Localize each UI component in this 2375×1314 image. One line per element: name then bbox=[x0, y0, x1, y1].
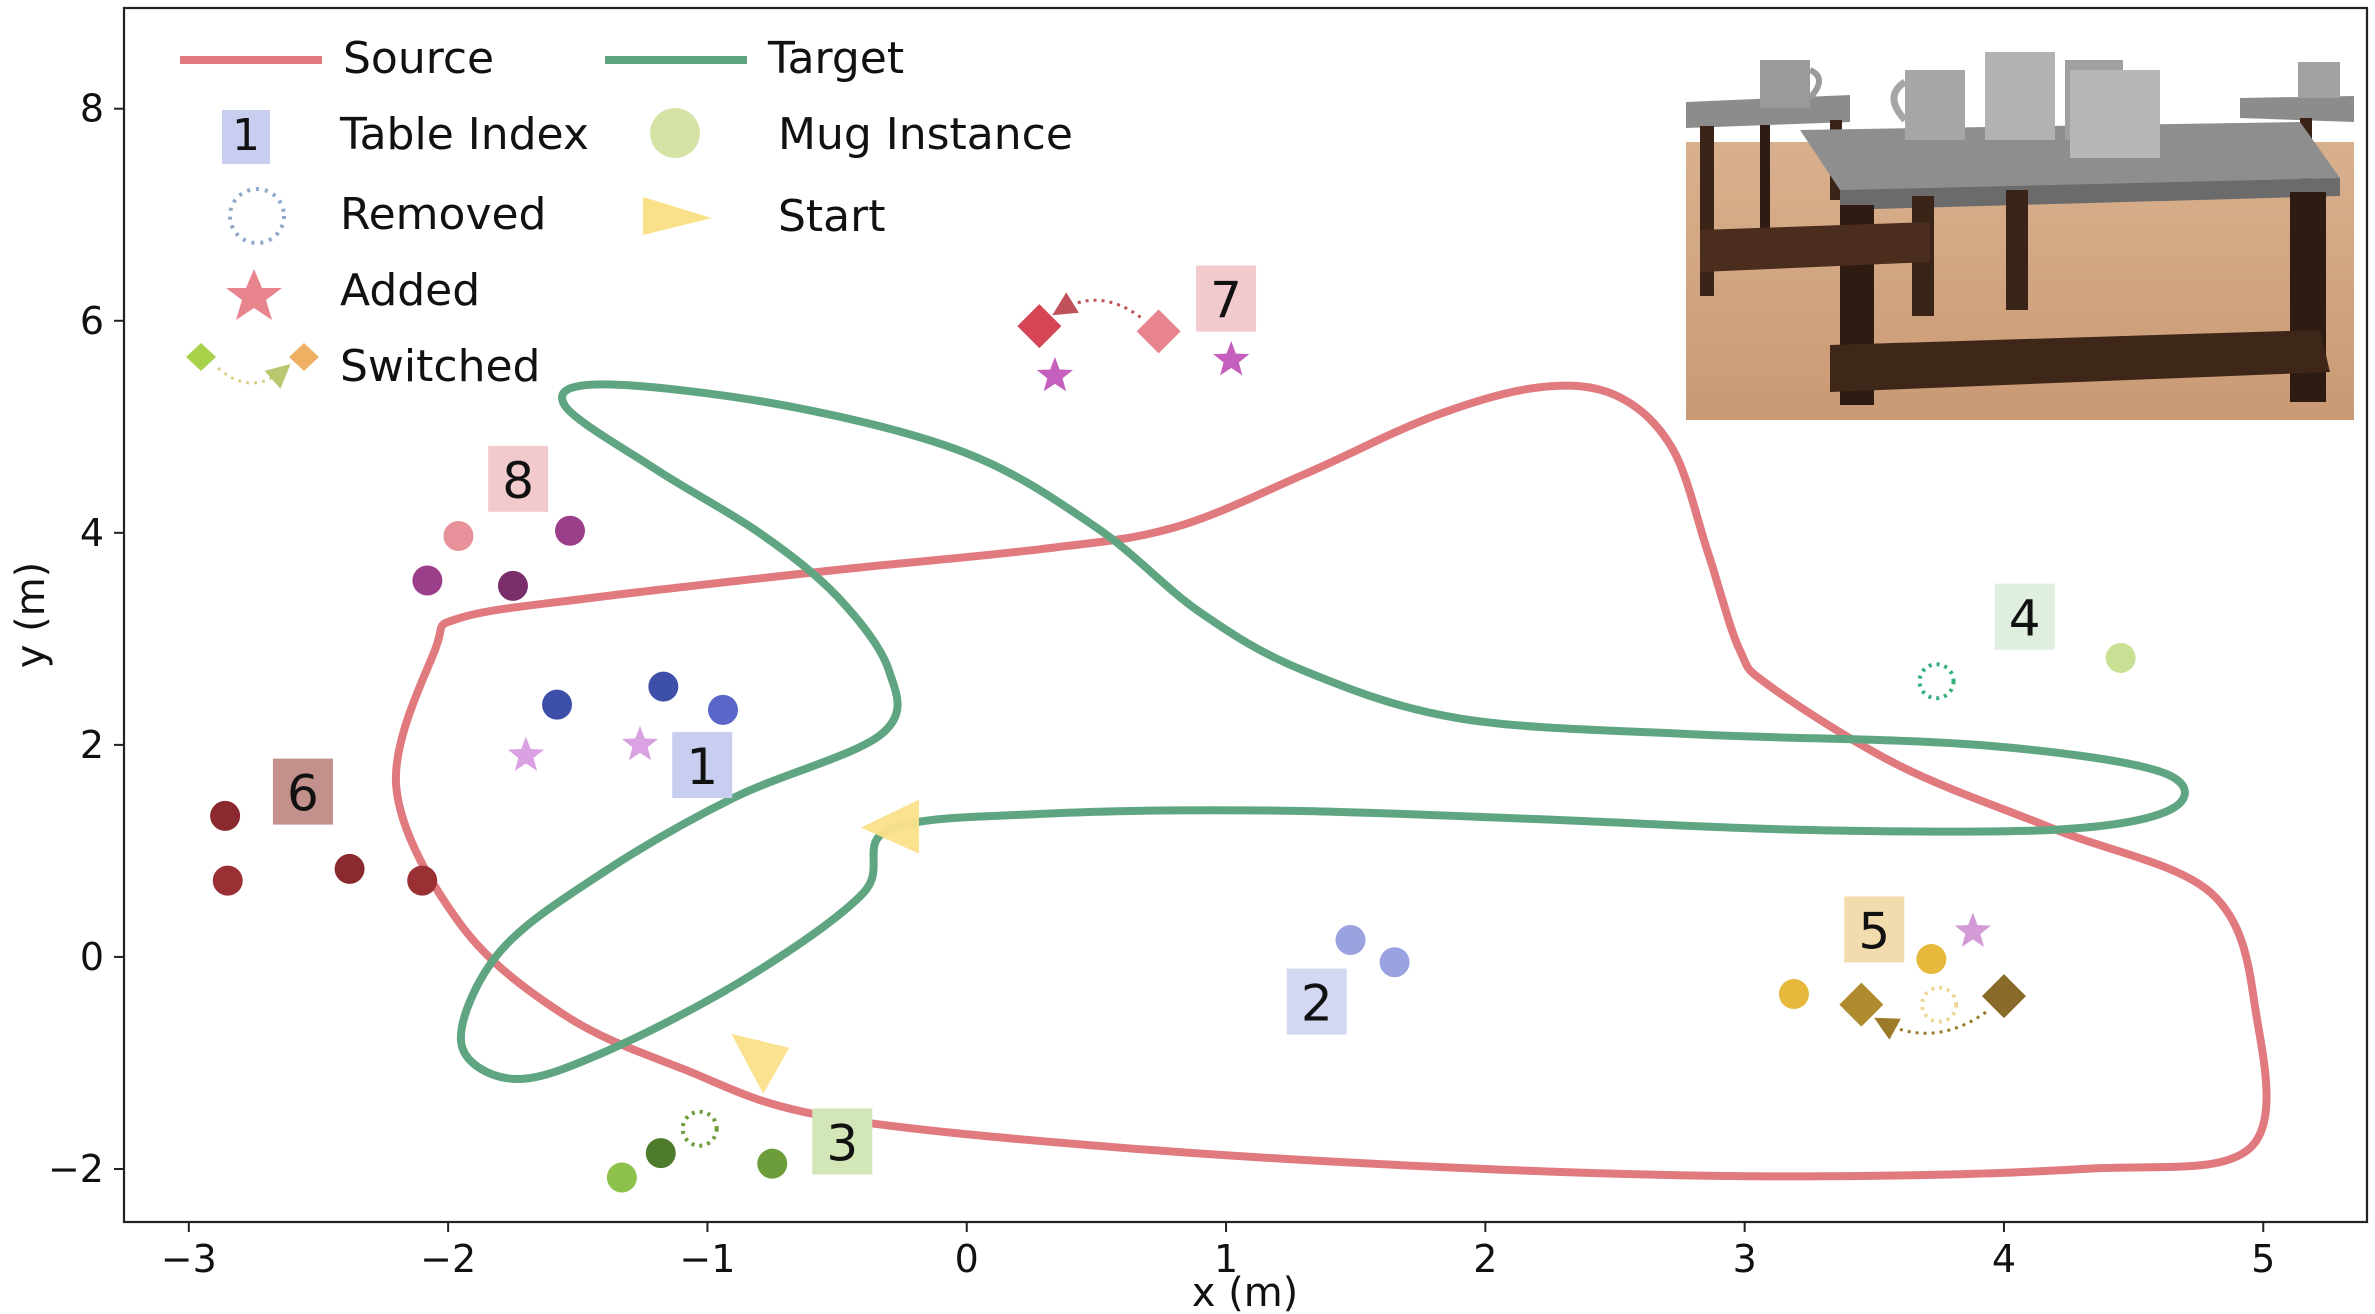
y-tick-label: 4 bbox=[80, 511, 104, 555]
start-marker-source bbox=[731, 1033, 790, 1094]
table-7-added-star bbox=[1036, 356, 1073, 392]
x-tick-label: −1 bbox=[679, 1237, 735, 1281]
table-2-index-box bbox=[1286, 968, 1347, 1035]
table-6-index-box bbox=[272, 758, 333, 825]
table-1-added-star bbox=[621, 725, 659, 761]
table-4-removed-marker bbox=[1917, 662, 1956, 701]
legend-source-label: Source bbox=[343, 33, 494, 84]
legend-mug-instance-marker bbox=[650, 108, 700, 158]
source-trajectory bbox=[391, 381, 2271, 1181]
trajectories bbox=[391, 380, 2271, 1181]
legend-switched-diamond-b bbox=[289, 343, 319, 371]
y-axis-label: y (m) bbox=[8, 562, 54, 669]
table-3-mug bbox=[606, 1162, 637, 1193]
x-tick-label: 5 bbox=[2251, 1237, 2275, 1281]
table-6-mug bbox=[334, 853, 365, 884]
table-6-index-label: 6 bbox=[287, 765, 319, 823]
table-5-index-label: 5 bbox=[1858, 902, 1890, 960]
table-5-added-star bbox=[1954, 912, 1991, 947]
y-tick-label: 0 bbox=[80, 935, 104, 979]
y-tick-label: 6 bbox=[80, 299, 104, 343]
table-2-mug bbox=[1335, 924, 1366, 955]
table-1-mug bbox=[707, 694, 738, 725]
table-7-switched-diamond bbox=[1017, 304, 1062, 349]
table-6-mug bbox=[407, 865, 438, 896]
legend-added-marker bbox=[226, 269, 282, 320]
table-3-mug bbox=[645, 1138, 676, 1169]
table-1-index-label: 1 bbox=[686, 738, 718, 796]
legend-start-marker bbox=[643, 197, 712, 235]
table-8-mug bbox=[443, 521, 474, 552]
tables: 1 2 3 4 5 6 7 8 bbox=[210, 265, 2136, 1193]
table-8-mug bbox=[497, 570, 528, 601]
table-5-mug bbox=[1778, 979, 1809, 1010]
table-7-index-label: 7 bbox=[1210, 272, 1242, 330]
start-marker-target bbox=[860, 799, 919, 854]
table-1-index-box bbox=[672, 732, 733, 799]
y-tick-label: 2 bbox=[80, 723, 104, 767]
legend-table-index-swatch bbox=[222, 110, 270, 164]
table-7-switched-diamond bbox=[1136, 309, 1181, 354]
table-3-mug bbox=[757, 1148, 788, 1179]
legend-start-label: Start bbox=[778, 191, 886, 242]
x-axis-label: x (m) bbox=[1192, 1270, 1299, 1314]
table-1-mug bbox=[542, 689, 573, 720]
table-8-index-box bbox=[488, 445, 549, 512]
table-8-mug bbox=[555, 515, 586, 546]
legend-target-label: Target bbox=[767, 33, 904, 84]
legend-switched-label: Switched bbox=[340, 341, 540, 392]
table-4-mug bbox=[2105, 642, 2136, 673]
legend-switched-diamond-a bbox=[186, 343, 216, 371]
legend-table-index-number: 1 bbox=[232, 110, 260, 161]
table-6-mug bbox=[210, 800, 241, 831]
x-tick-label: 1 bbox=[1214, 1237, 1238, 1281]
table-5-switched-diamond bbox=[1839, 982, 1884, 1027]
legend-removed-label: Removed bbox=[340, 189, 547, 240]
axes: −3 −2 −1 0 1 2 3 4 5 −2 0 2 4 6 8 bbox=[48, 87, 2275, 1281]
table-5-removed-marker bbox=[1920, 985, 1959, 1024]
legend: Source Target 1 Table Index Mug Instance… bbox=[180, 33, 1073, 392]
inset-image bbox=[1686, 22, 2354, 420]
table-4-index-box bbox=[1994, 583, 2055, 650]
target-trajectory bbox=[456, 380, 2189, 1084]
legend-removed-marker bbox=[228, 187, 286, 245]
x-tick-label: 4 bbox=[1992, 1237, 2016, 1281]
table-2-mug bbox=[1379, 947, 1410, 978]
y-tick-label: 8 bbox=[80, 87, 104, 131]
x-tick-label: 3 bbox=[1733, 1237, 1757, 1281]
start-markers bbox=[731, 799, 919, 1094]
table-8-mug bbox=[412, 565, 443, 596]
table-7-switch-arrow bbox=[1052, 292, 1142, 319]
table-5-index-box bbox=[1844, 896, 1905, 963]
x-tick-label: −2 bbox=[420, 1237, 476, 1281]
table-3-index-label: 3 bbox=[826, 1114, 858, 1172]
legend-switched-arrow bbox=[217, 364, 291, 389]
table-6-mug bbox=[212, 865, 243, 896]
x-tick-label: 2 bbox=[1473, 1237, 1497, 1281]
legend-added-label: Added bbox=[340, 265, 480, 316]
table-2-index-label: 2 bbox=[1301, 975, 1333, 1033]
table-1-added-star bbox=[507, 736, 544, 771]
legend-mug-instance-label: Mug Instance bbox=[778, 109, 1073, 160]
x-tick-label: −3 bbox=[161, 1237, 217, 1281]
table-5-switched-diamond bbox=[1981, 974, 2026, 1019]
table-3-removed-marker bbox=[680, 1109, 719, 1148]
table-3-index-box bbox=[812, 1108, 873, 1175]
x-tick-label: 0 bbox=[955, 1237, 979, 1281]
y-tick-label: −2 bbox=[48, 1147, 104, 1191]
table-7-index-box bbox=[1196, 265, 1257, 332]
table-8-index-label: 8 bbox=[502, 452, 534, 510]
table-7-added-star bbox=[1213, 341, 1250, 376]
table-5-switch-arrow bbox=[1874, 1010, 1987, 1040]
table-4-index-label: 4 bbox=[2009, 590, 2041, 648]
table-1-mug bbox=[648, 671, 679, 702]
table-5-mug bbox=[1916, 944, 1947, 975]
legend-table-index-label: Table Index bbox=[339, 109, 589, 160]
